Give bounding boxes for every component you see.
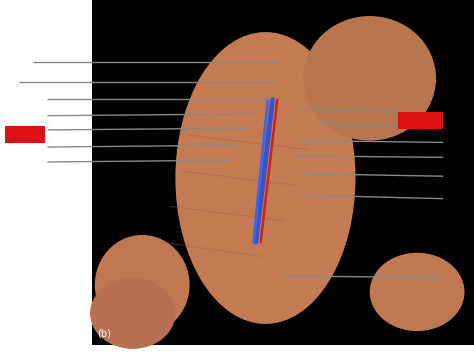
Bar: [398, 112, 443, 129]
Ellipse shape: [303, 16, 436, 141]
Bar: [5, 126, 45, 143]
Text: (b): (b): [97, 329, 111, 339]
Ellipse shape: [95, 235, 190, 335]
Ellipse shape: [370, 253, 465, 331]
Ellipse shape: [90, 278, 175, 349]
Bar: [92, 0, 474, 345]
Ellipse shape: [175, 32, 356, 324]
